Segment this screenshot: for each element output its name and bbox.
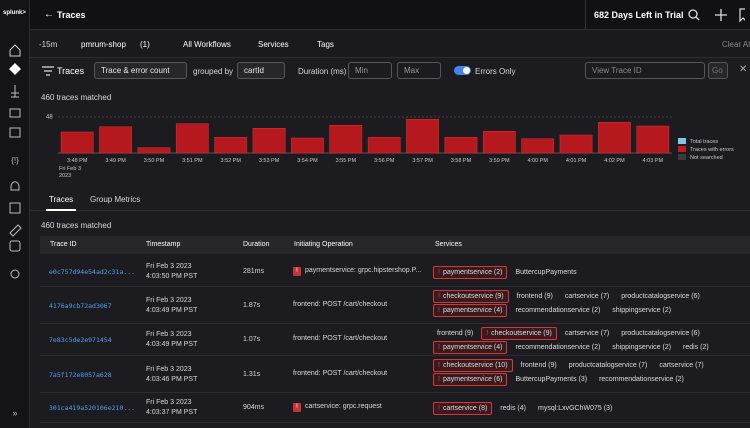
bar — [368, 137, 400, 153]
bar — [253, 128, 285, 153]
legend-label: Traces with errors — [690, 147, 734, 153]
legend-swatch — [678, 146, 686, 152]
bar — [215, 137, 247, 153]
x-tick-label: 3:50 PM — [144, 158, 165, 164]
bar — [560, 135, 592, 153]
bar — [138, 148, 170, 153]
bar — [99, 127, 131, 153]
bar — [291, 138, 323, 153]
legend-swatch — [678, 154, 686, 160]
bar — [61, 132, 93, 153]
x-tick-label: 3:51 PM — [182, 158, 203, 164]
x-tick-label: 4:03 PM — [643, 158, 664, 164]
x-tick-label: 3:54 PM — [297, 158, 318, 164]
bar — [522, 139, 554, 153]
date-label: Fri Feb 3 — [59, 166, 81, 172]
bar — [637, 126, 669, 153]
bar — [330, 125, 362, 153]
legend-swatch — [678, 138, 686, 144]
x-tick-label: 3:58 PM — [451, 158, 472, 164]
x-tick-label: 3:53 PM — [259, 158, 280, 164]
bar — [176, 124, 208, 153]
x-tick-label: 3:49 PM — [105, 158, 126, 164]
y-tick-label: 48 — [46, 115, 53, 121]
x-tick-label: 3:57 PM — [412, 158, 433, 164]
legend-label: Not searched — [690, 155, 723, 161]
bar — [598, 122, 630, 153]
date-label: 2023 — [59, 173, 71, 179]
x-tick-label: 3:59 PM — [489, 158, 510, 164]
x-tick-label: 3:52 PM — [220, 158, 241, 164]
legend-label: Total traces — [690, 139, 718, 145]
bar — [483, 131, 515, 153]
x-tick-label: 3:55 PM — [336, 158, 357, 164]
bar — [406, 119, 438, 153]
bar — [445, 137, 477, 153]
x-tick-label: 4:00 PM — [527, 158, 548, 164]
x-tick-label: 4:01 PM — [566, 158, 587, 164]
x-tick-label: 3:56 PM — [374, 158, 395, 164]
x-tick-label: 4:02 PM — [604, 158, 625, 164]
x-tick-label: 3:48 PM — [67, 158, 88, 164]
